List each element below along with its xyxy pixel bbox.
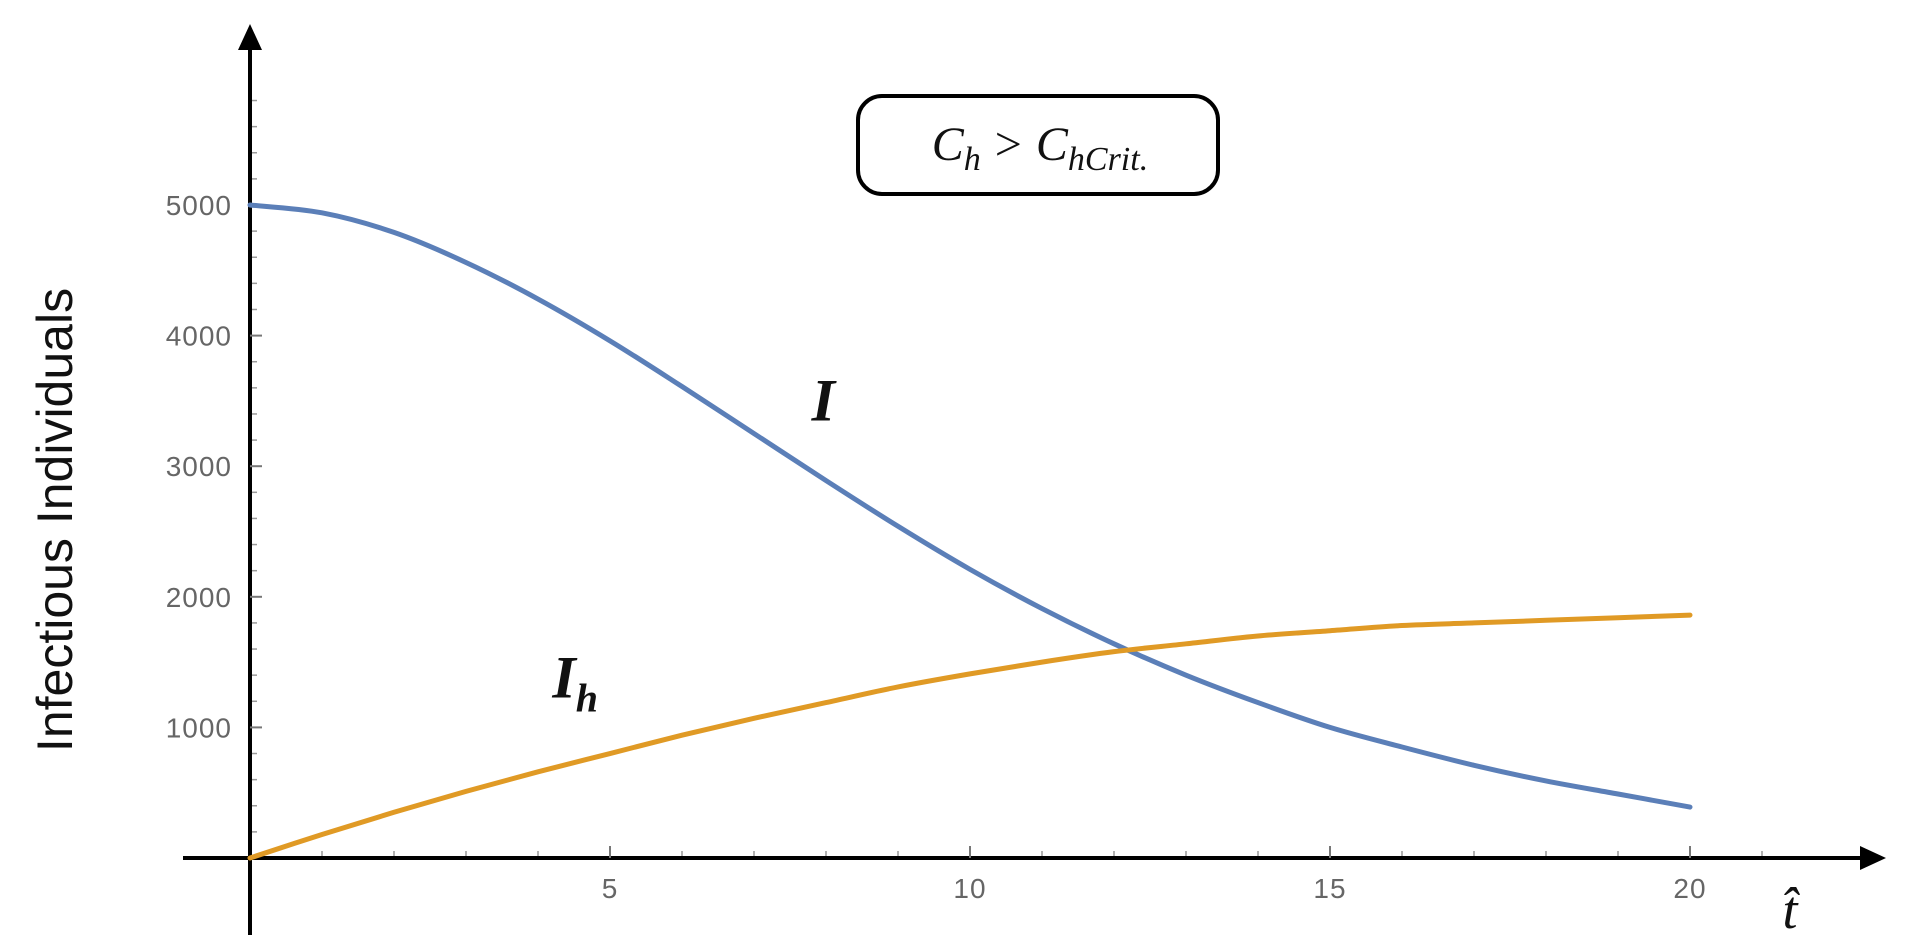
y-tick-label: 1000 bbox=[166, 712, 232, 743]
x-tick-label: 20 bbox=[1673, 873, 1706, 904]
x-axis-title: t̂ bbox=[1782, 880, 1800, 940]
annotation-operator: > bbox=[995, 118, 1022, 171]
y-axis-arrowhead bbox=[238, 24, 262, 50]
series-layer bbox=[247, 202, 1693, 861]
x-tick-label: 10 bbox=[953, 873, 986, 904]
y-tick-label: 5000 bbox=[166, 190, 232, 221]
series-label-i: I bbox=[811, 367, 838, 433]
x-tick-label: 15 bbox=[1313, 873, 1346, 904]
annotation-rhs-symbol: C bbox=[1036, 118, 1069, 171]
axes bbox=[183, 24, 1886, 935]
y-tick-label: 3000 bbox=[166, 451, 232, 482]
y-tick-label: 4000 bbox=[166, 321, 232, 352]
minor-ticks bbox=[250, 99, 1763, 858]
x-axis-arrowhead bbox=[1860, 846, 1886, 870]
series-line-i bbox=[247, 202, 1693, 810]
condition-annotation: Ch > ChCrit. bbox=[856, 94, 1220, 196]
annotation-lhs-symbol: C bbox=[932, 118, 965, 171]
series-line-i-h bbox=[247, 612, 1693, 861]
x-ticks: 5 10 15 20 bbox=[602, 846, 1706, 904]
y-tick-label: 2000 bbox=[166, 582, 232, 613]
annotation-rhs-sub: hCrit. bbox=[1068, 141, 1148, 178]
y-ticks: 1000 2000 3000 4000 5000 bbox=[166, 190, 262, 743]
annotation-lhs-sub: h bbox=[964, 141, 981, 178]
annotation-text: Ch > ChCrit. bbox=[932, 118, 1148, 178]
annotation-box bbox=[856, 94, 1220, 196]
x-tick-label: 5 bbox=[602, 873, 619, 904]
y-axis-title: Infectious Individuals bbox=[27, 288, 83, 752]
series-label-i-h: Ih bbox=[551, 644, 598, 720]
series-labels: I Ih bbox=[551, 367, 837, 720]
